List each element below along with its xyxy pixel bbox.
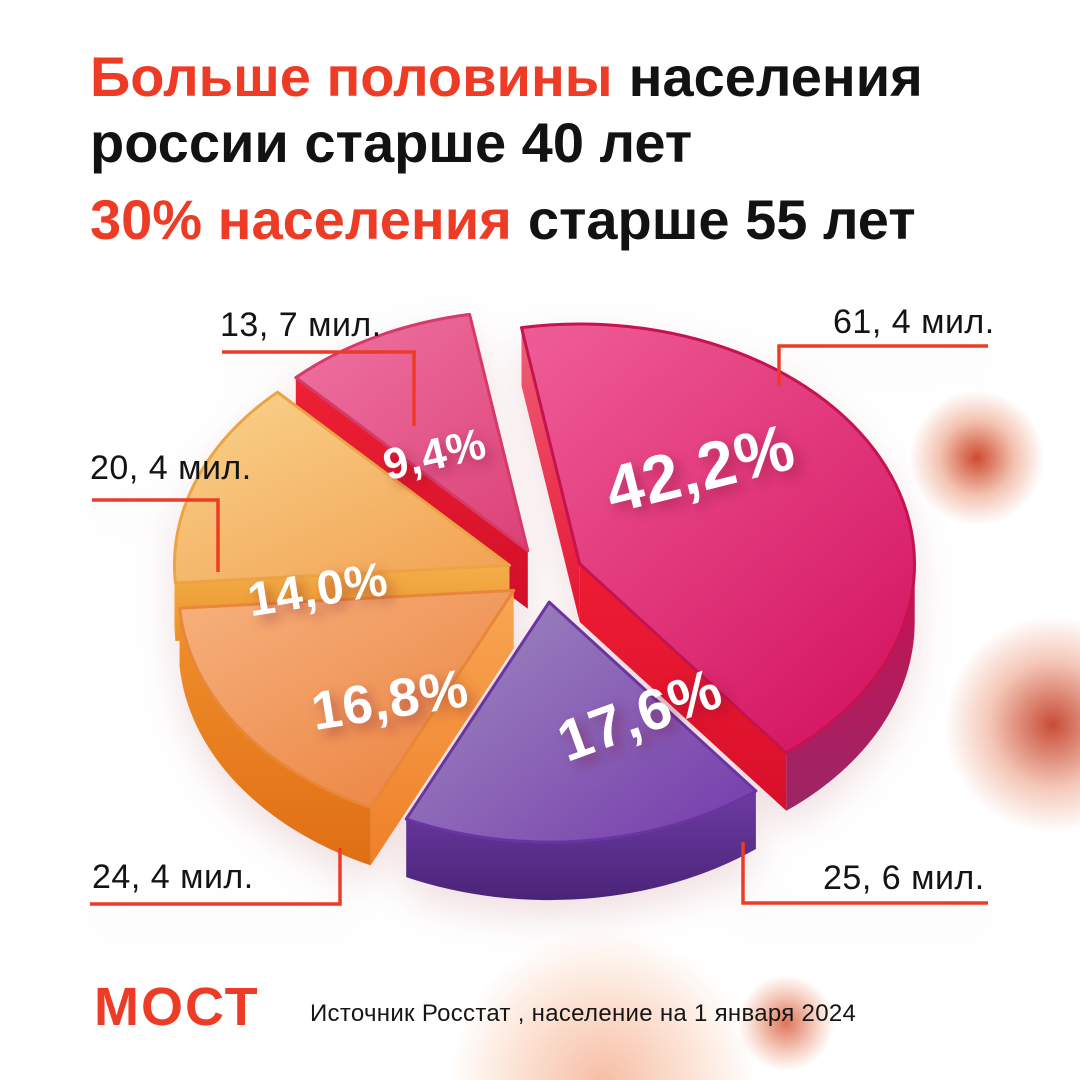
title-rest: населения xyxy=(628,45,923,108)
brand-logo: МОСТ xyxy=(94,977,260,1037)
title-highlight: Больше половины xyxy=(90,45,613,108)
callout-connector-0 xyxy=(777,344,988,386)
callout-value-25-6: 25, 6 мил. xyxy=(823,859,985,897)
subtitle-rest: старше 55 лет xyxy=(527,188,916,251)
subtitle-highlight: 30% населения xyxy=(90,188,512,251)
callout-value-13-7: 13, 7 мил. xyxy=(220,306,382,344)
pie xyxy=(173,312,917,901)
callout-connector-3 xyxy=(92,498,220,572)
title-line2: россии старше 40 лет xyxy=(90,111,693,174)
title-line1: Больше половины населения xyxy=(90,44,923,110)
page-subtitle: 30% населения старше 55 лет xyxy=(90,190,916,250)
pie-slice-16.8 xyxy=(178,588,516,866)
pie-slice-17.6 xyxy=(404,600,758,901)
callout-connector-2 xyxy=(90,848,342,906)
callout-value-61-4: 61, 4 мил. xyxy=(833,303,995,341)
callout-connector-4 xyxy=(222,350,416,426)
page-title: Больше половины населения россии старше 4… xyxy=(90,44,923,176)
pie-slice-42.2 xyxy=(520,322,917,811)
callout-value-24-4: 24, 4 мил. xyxy=(92,858,254,896)
source-note: Источник Росстат , население на 1 января… xyxy=(310,1000,857,1027)
callout-connector-1 xyxy=(741,842,988,905)
callout-connectors xyxy=(90,344,988,906)
callout-value-20-4: 20, 4 мил. xyxy=(90,449,252,487)
